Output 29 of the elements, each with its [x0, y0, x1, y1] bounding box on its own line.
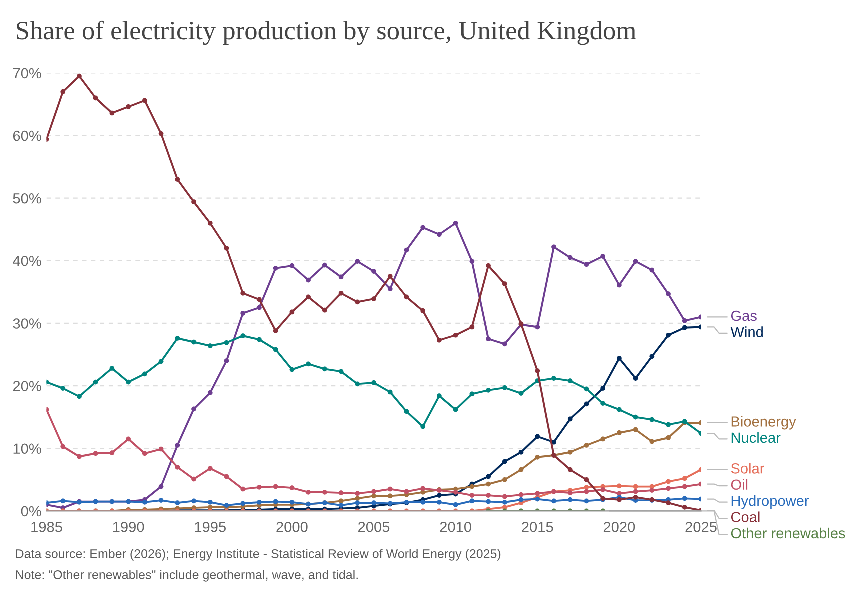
series-label: Wind	[730, 326, 763, 338]
series-label: Nuclear	[732, 432, 781, 444]
source-note: Data source: Ember (2026); Energy Institute - Statistical Review of World Energy (2025)	[16, 549, 501, 561]
x-tick-label: 2025	[686, 522, 717, 532]
chart-title: Share of electricity production by source, United Kingdom	[17, 20, 636, 46]
y-tick-label: 40%	[13, 256, 42, 266]
series-label: Coal	[731, 512, 760, 522]
x-tick-label: 2020	[604, 522, 636, 532]
x-tick-label: 2010	[440, 522, 472, 532]
y-tick-label: 60%	[13, 130, 42, 142]
x-tick-label: 1995	[195, 522, 226, 532]
y-tick-label: 50%	[13, 193, 42, 204]
series-label: Bioenergy	[732, 416, 796, 430]
series-label: Gas	[731, 310, 757, 322]
series-label: Solar	[731, 463, 765, 474]
x-tick-label: 2015	[522, 522, 554, 532]
text: Note: "Other renewables" include geothermal, wave, and tidal.	[16, 570, 358, 582]
series-label: Hydropower	[732, 496, 810, 510]
series-label: Oil	[731, 479, 748, 490]
text: Other renewables	[731, 528, 846, 539]
y-tick-label: 20%	[13, 381, 42, 392]
y-tick-label: 30%	[13, 318, 42, 329]
x-tick-label: 2005	[358, 522, 390, 532]
x-tick-label: 1990	[113, 522, 144, 532]
y-tick-label: 10%	[14, 444, 42, 454]
y-tick-label: 70%	[13, 68, 42, 79]
x-tick-label: 1985	[32, 522, 62, 532]
y-tick-label: 0%	[21, 506, 42, 517]
x-tick-label: 2000	[276, 522, 308, 532]
